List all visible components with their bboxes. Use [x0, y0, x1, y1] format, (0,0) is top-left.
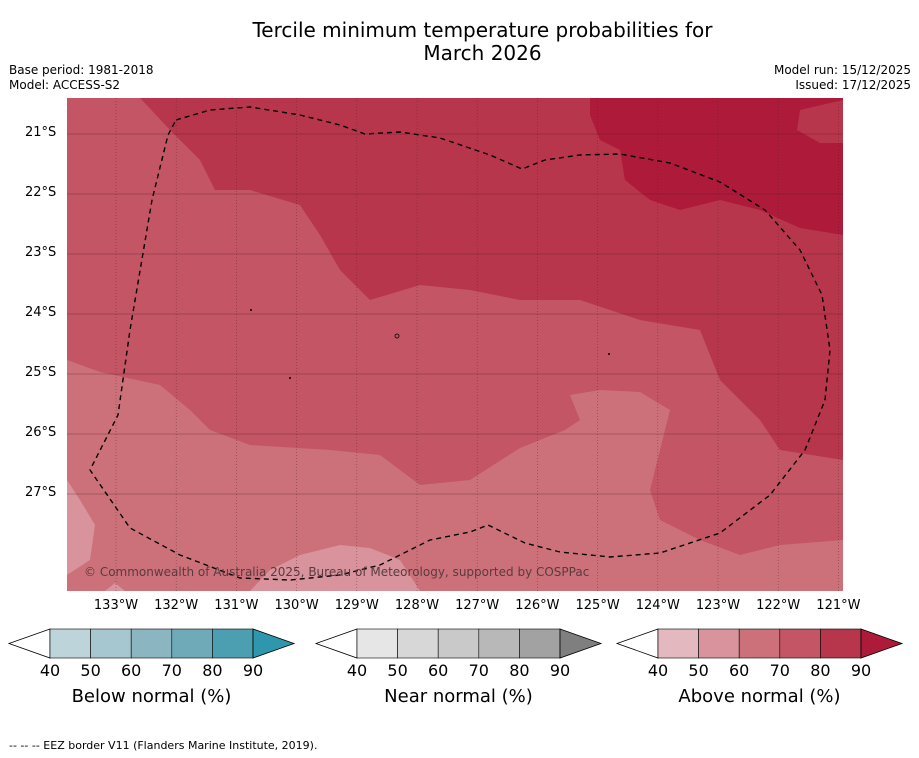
eez-legend-footer: -- -- -- EEZ border V11 (Flanders Marine… — [9, 739, 318, 752]
colorbar-extend-low — [615, 628, 659, 659]
colorbar-tick-label: 80 — [202, 661, 223, 680]
colorbar-tick-label: 40 — [39, 661, 61, 680]
base-period: Base period: 1981-2018 — [9, 63, 154, 77]
colorbar-title: Near normal (%) — [384, 686, 533, 707]
longitude-label: 126°W — [515, 598, 560, 613]
colorbar-extend-high — [252, 628, 296, 659]
colorbar-tick-label: 50 — [387, 661, 408, 680]
colorbar-tick-label: 70 — [769, 661, 790, 680]
colorbar-tick-label: 70 — [161, 661, 182, 680]
longitude-label: 128°W — [394, 598, 440, 613]
colorbar-tick-label: 50 — [688, 661, 709, 680]
colorbar-segment — [171, 628, 213, 659]
colorbar-tick-label: 60 — [729, 661, 750, 680]
colorbar-tick-label: 90 — [549, 661, 571, 680]
colorbar-segment — [478, 628, 520, 659]
colorbar-tick-label: 40 — [647, 661, 669, 680]
colorbar-tick-label: 80 — [810, 661, 831, 680]
longitude-label: 125°W — [575, 598, 620, 613]
longitude-label: 131°W — [214, 598, 259, 613]
colorbar-extend-high — [860, 628, 904, 659]
latitude-label: 22°S — [25, 185, 57, 200]
colorbar-title: Below normal (%) — [71, 686, 232, 707]
title-line-1: Tercile minimum temperature probabilitie… — [252, 18, 713, 42]
longitude-label: 133°W — [93, 598, 139, 613]
colorbar-segment — [90, 628, 132, 659]
longitude-label: 123°W — [695, 598, 741, 613]
colorbar-segment — [356, 628, 398, 659]
colorbar-segment — [397, 628, 439, 659]
colorbar-segment — [519, 628, 561, 659]
colorbar-title: Above normal (%) — [678, 686, 841, 707]
eez-border — [89, 106, 831, 581]
colorbar-segment — [130, 628, 173, 659]
latitude-label: 24°S — [25, 305, 57, 320]
colorbars — [7, 628, 904, 659]
island-marker — [608, 353, 610, 355]
colorbar-segment — [437, 628, 480, 659]
colorbar-tick-label: 90 — [850, 661, 872, 680]
island-marker — [250, 309, 252, 311]
meta-left: Base period: 1981-2018 Model: ACCESS-S2 — [9, 63, 154, 93]
island-marker — [394, 333, 400, 339]
colorbar-tick-label: 60 — [428, 661, 449, 680]
gridlines — [67, 98, 843, 591]
latitude-label: 23°S — [25, 245, 57, 260]
colorbar-segment — [738, 628, 781, 659]
issued-date: Issued: 17/12/2025 — [795, 78, 911, 92]
region-90-plus-northeast — [590, 98, 843, 235]
latitude-label: 21°S — [25, 125, 57, 140]
colorbar-extend-low — [314, 628, 358, 659]
latitude-label: 27°S — [25, 485, 57, 500]
colorbar-segment — [698, 628, 740, 659]
region-50-60-south-3 — [105, 583, 125, 591]
region-50-60-south — [67, 480, 95, 575]
colorbar-segment — [657, 628, 699, 659]
map-fill-regions — [67, 98, 843, 591]
colorbar-extend-high — [559, 628, 603, 659]
colorbar-segment — [820, 628, 862, 659]
copyright-notice: © Commonwealth of Australia 2025, Bureau… — [84, 565, 590, 579]
region-60-70-southwest — [67, 360, 843, 591]
colorbar-segment — [212, 628, 254, 659]
colorbar-segment — [779, 628, 821, 659]
colorbar-tick-label: 60 — [121, 661, 142, 680]
model-name: Model: ACCESS-S2 — [9, 78, 121, 92]
colorbar-tick-label: 90 — [242, 661, 264, 680]
latitude-label: 25°S — [25, 365, 57, 380]
longitude-label: 129°W — [334, 598, 379, 613]
colorbar-tick-label: 70 — [468, 661, 489, 680]
island-marker — [289, 377, 291, 379]
longitude-label: 122°W — [756, 598, 801, 613]
longitude-label: 132°W — [154, 598, 199, 613]
meta-right: Model run: 15/12/2025 Issued: 17/12/2025 — [774, 63, 911, 93]
colorbar-segment — [49, 628, 91, 659]
model-run: Model run: 15/12/2025 — [773, 63, 911, 77]
colorbar-tick-label: 80 — [509, 661, 530, 680]
latitude-label: 26°S — [25, 425, 57, 440]
longitude-label: 124°W — [635, 598, 680, 613]
title-line-2: March 2026 — [423, 41, 542, 65]
chart-title: Tercile minimum temperature probabilitie… — [0, 19, 919, 65]
longitude-label: 121°W — [816, 598, 861, 613]
region-80-90-blob — [797, 100, 843, 143]
colorbar-tick-label: 40 — [346, 661, 368, 680]
colorbar-tick-label: 50 — [80, 661, 101, 680]
longitude-label: 127°W — [455, 598, 500, 613]
colorbar-extend-low — [7, 628, 51, 659]
longitude-label: 130°W — [274, 598, 319, 613]
